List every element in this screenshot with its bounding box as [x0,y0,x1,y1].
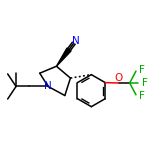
Text: O: O [114,73,123,83]
Text: F: F [142,78,148,88]
Text: N: N [72,36,80,46]
Text: N: N [44,81,52,92]
Text: F: F [139,65,145,75]
Text: F: F [139,91,145,101]
Polygon shape [57,48,71,66]
